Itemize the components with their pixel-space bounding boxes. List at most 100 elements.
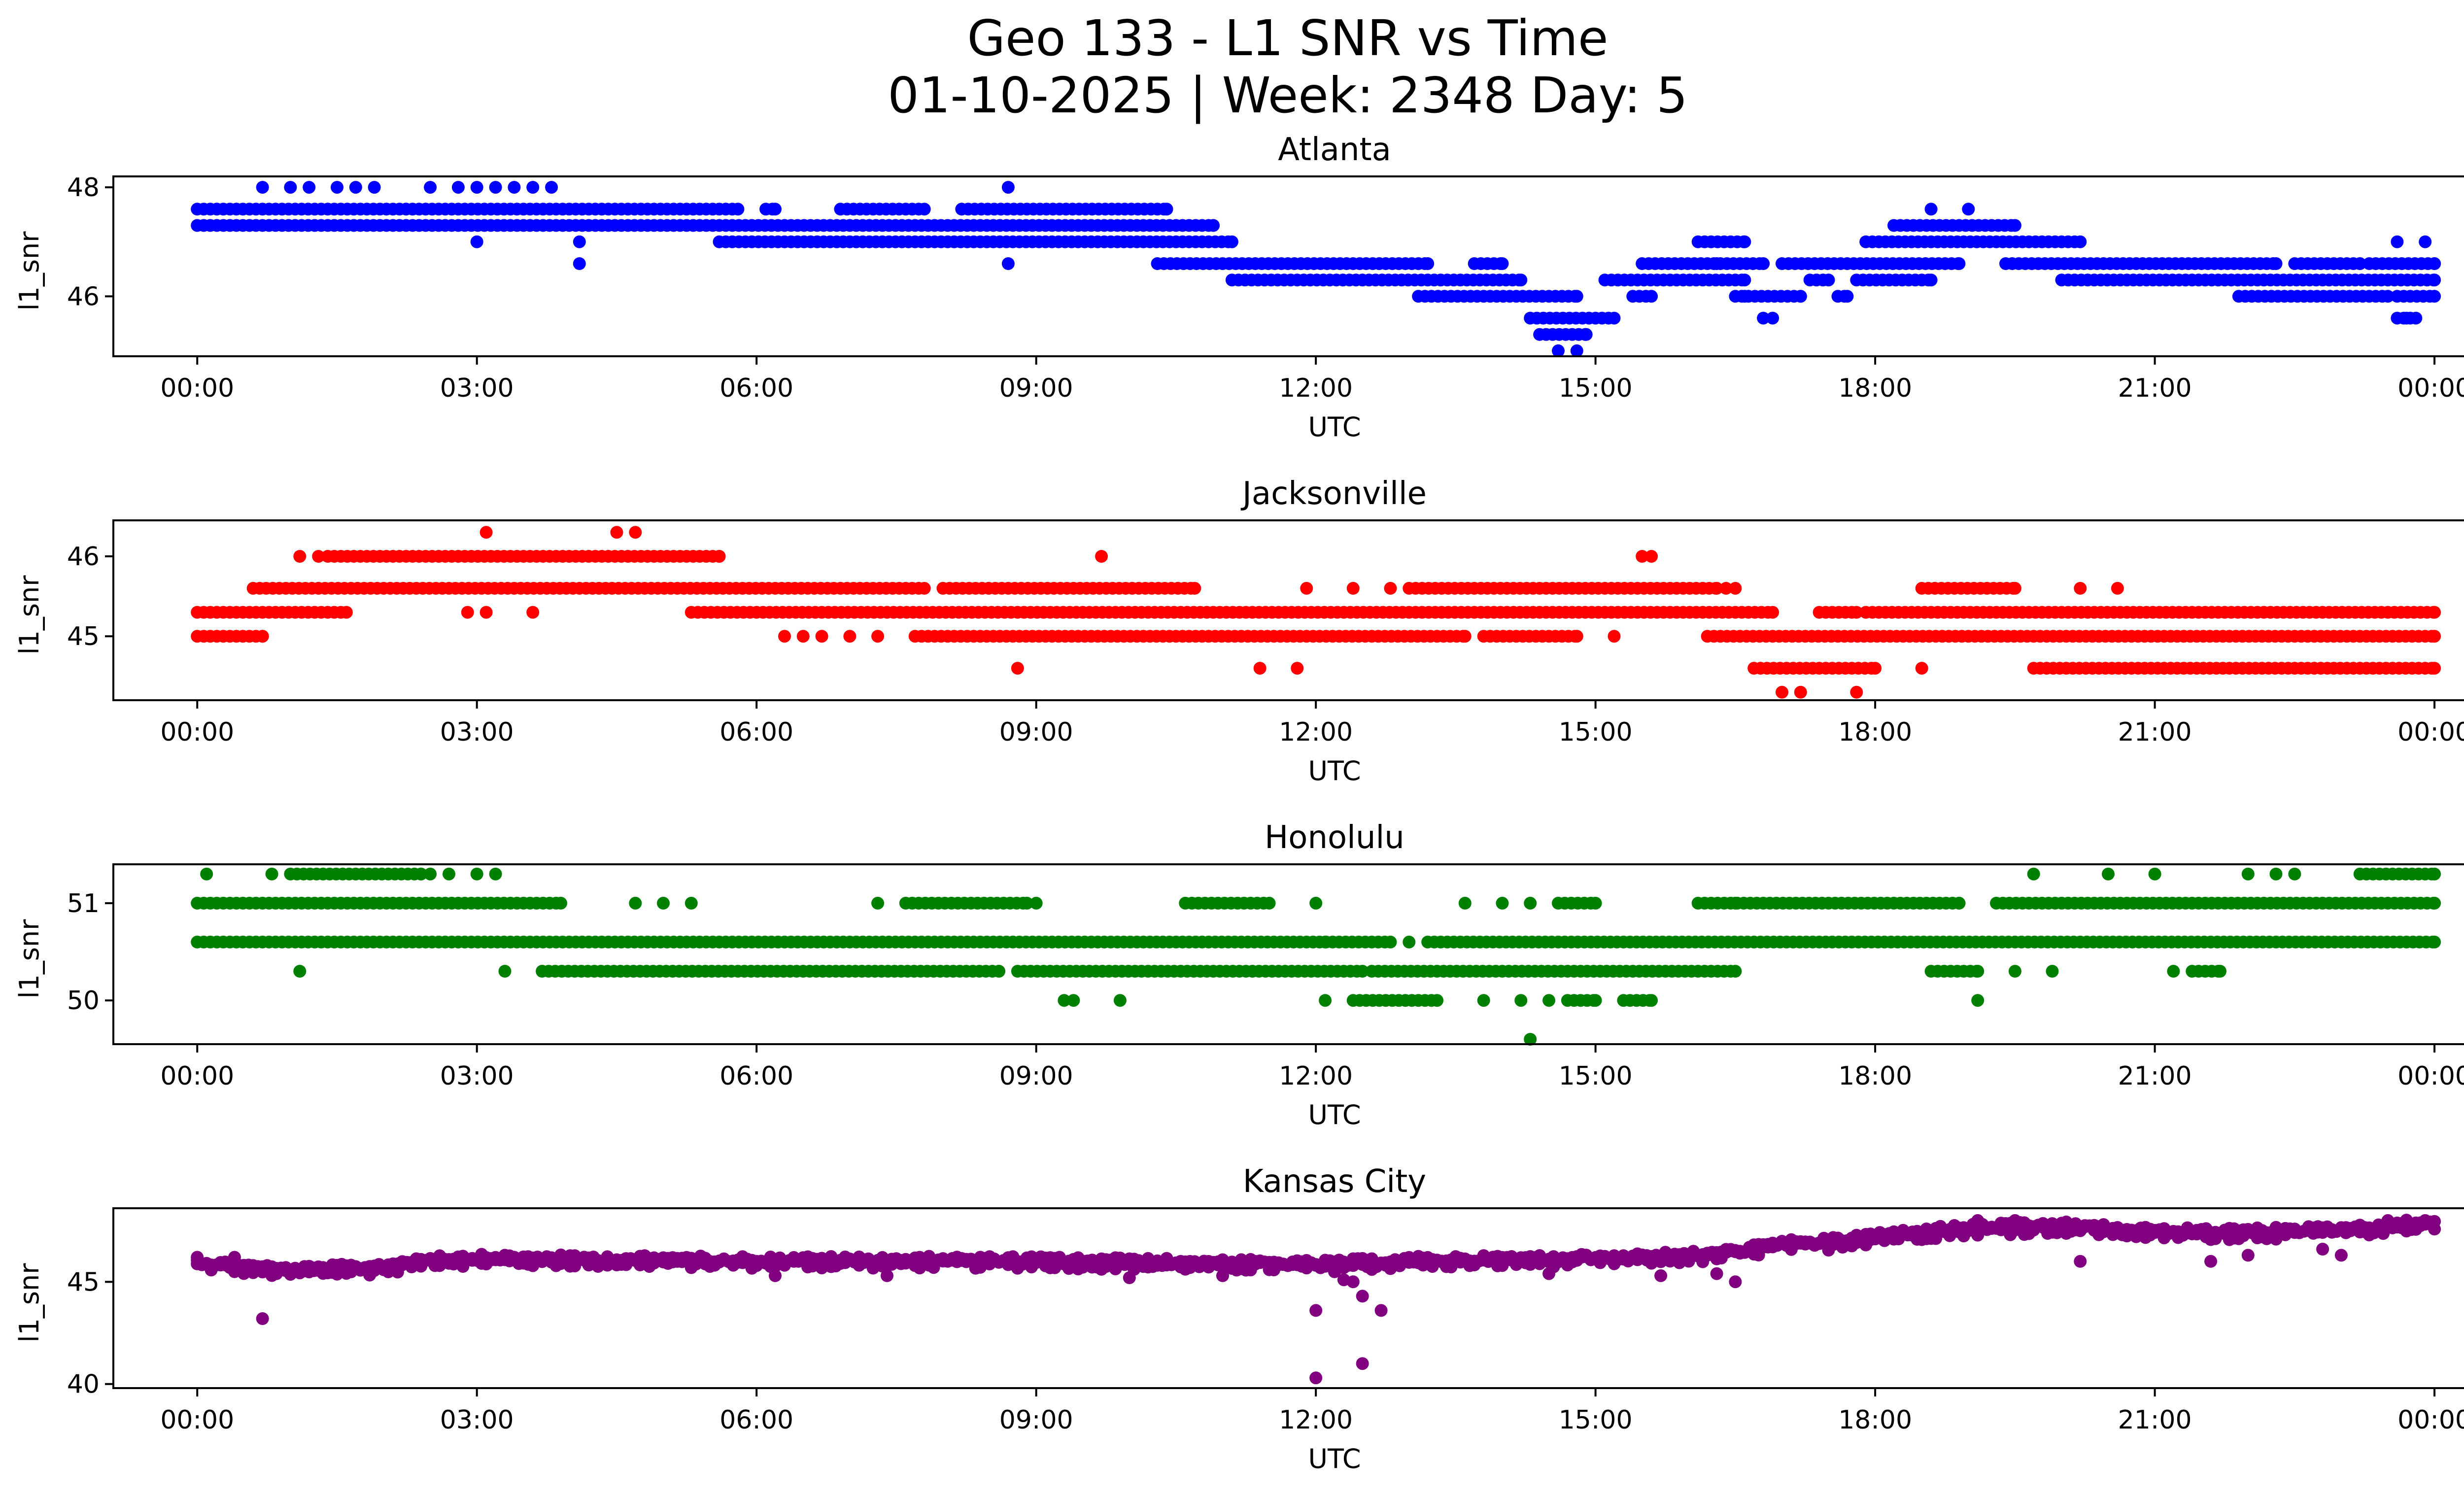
- x-axis-label: UTC: [1308, 1443, 1361, 1474]
- x-tick-label: 00:00: [160, 1405, 234, 1435]
- data-point: [1319, 994, 1332, 1007]
- y-axis-label: l1_snr: [14, 1263, 45, 1343]
- data-point: [1020, 896, 1033, 910]
- x-tick-label: 09:00: [999, 1061, 1073, 1091]
- data-point: [1356, 1290, 1369, 1303]
- data-point: [1160, 203, 1173, 216]
- subplot-title: Atlanta: [1278, 132, 1391, 168]
- data-point: [470, 181, 483, 194]
- data-point: [1403, 935, 1416, 949]
- data-point: [2074, 1255, 2087, 1268]
- x-tick-label: 06:00: [719, 1405, 793, 1435]
- data-point: [1524, 1033, 1537, 1046]
- x-tick-label: 18:00: [1838, 1061, 1912, 1091]
- subplot-title: Honolulu: [1265, 819, 1404, 856]
- y-tick-label: 46: [67, 542, 100, 572]
- data-point: [340, 606, 353, 619]
- data-point: [2102, 867, 2115, 881]
- data-point: [1869, 662, 1882, 675]
- axes-frame: [112, 175, 2464, 357]
- data-point: [2419, 235, 2432, 248]
- data-point: [2428, 1215, 2441, 1228]
- data-point: [1710, 257, 1723, 270]
- data-point: [1300, 581, 1313, 595]
- data-point: [1794, 685, 1807, 699]
- data-point: [470, 867, 483, 881]
- scatter-series: [191, 181, 2441, 357]
- subplot-title: Kansas City: [1243, 1163, 1426, 1200]
- data-point: [200, 867, 213, 881]
- x-tick-label: 00:00: [160, 1061, 234, 1091]
- data-point: [498, 965, 512, 978]
- data-point: [2316, 1243, 2329, 1256]
- y-tick-label: 46: [67, 282, 100, 311]
- y-tick-label: 51: [67, 889, 100, 919]
- x-tick-label: 18:00: [1838, 1405, 1912, 1435]
- data-point: [1123, 1271, 1136, 1284]
- x-tick-label: 00:00: [160, 717, 234, 747]
- data-point: [2214, 965, 2226, 978]
- data-point: [2419, 1214, 2432, 1227]
- data-point: [871, 630, 885, 643]
- data-point: [461, 606, 474, 619]
- data-point: [2111, 581, 2124, 595]
- x-tick-label: 12:00: [1279, 1405, 1353, 1435]
- subplot-honolulu: Honolulu UTC l1_snr 00:00 03:00 06:00 09:00…: [14, 819, 2464, 1130]
- data-point: [2167, 965, 2180, 978]
- scatter-series: [191, 526, 2441, 699]
- data-point: [1216, 1269, 1229, 1282]
- data-point: [1738, 235, 1751, 248]
- data-point: [1253, 662, 1266, 675]
- figure-title-line2: 01-10-2025 | Week: 2348 Day: 5: [888, 67, 1687, 124]
- data-point: [1850, 606, 1863, 619]
- data-point: [731, 203, 745, 216]
- data-point: [1794, 290, 1807, 303]
- data-point: [1710, 1267, 1723, 1280]
- data-point: [2409, 311, 2423, 325]
- data-point: [769, 203, 782, 216]
- data-point: [2204, 1255, 2218, 1268]
- data-point: [1458, 896, 1472, 910]
- data-point: [443, 867, 455, 881]
- data-point: [1952, 896, 1966, 910]
- x-tick-label: 09:00: [999, 717, 1073, 747]
- x-tick-label: 06:00: [719, 374, 793, 403]
- x-tick-label: 06:00: [719, 717, 793, 747]
- data-point: [2428, 867, 2441, 881]
- x-tick-label: 00:00: [2397, 1405, 2464, 1435]
- data-point: [1924, 203, 1938, 216]
- data-point: [1552, 344, 1565, 357]
- data-point: [1729, 896, 1742, 910]
- data-point: [228, 1251, 241, 1264]
- data-point: [2381, 290, 2395, 303]
- data-point: [881, 1269, 893, 1282]
- data-point: [1458, 630, 1472, 643]
- x-tick-label: 12:00: [1279, 374, 1353, 403]
- data-point: [1645, 994, 1658, 1007]
- data-point: [1738, 290, 1751, 303]
- data-point: [1207, 219, 1220, 232]
- data-point: [1542, 1267, 1556, 1280]
- scatter-series: [191, 1214, 2441, 1385]
- data-point: [1952, 257, 1966, 270]
- data-point: [1309, 1371, 1323, 1385]
- data-point: [796, 630, 810, 643]
- data-point: [1291, 662, 1304, 675]
- data-point: [2428, 662, 2441, 675]
- data-point: [1514, 994, 1528, 1007]
- y-axis-label: l1_snr: [14, 231, 45, 311]
- data-point: [778, 630, 791, 643]
- subplot-atlanta: Atlanta UTC l1_snr 00:00 03:00 06:00 09:00 1…: [14, 132, 2464, 442]
- data-point: [1608, 311, 1621, 325]
- data-point: [2008, 965, 2021, 978]
- data-point: [2046, 965, 2059, 978]
- data-point: [508, 181, 521, 194]
- data-point: [526, 606, 540, 619]
- data-point: [1524, 896, 1537, 910]
- data-point: [256, 181, 269, 194]
- data-point: [1309, 1304, 1323, 1317]
- data-point: [1729, 1275, 1742, 1289]
- data-point: [1263, 896, 1276, 910]
- data-point: [256, 1312, 269, 1325]
- x-tick-label: 03:00: [440, 1405, 514, 1435]
